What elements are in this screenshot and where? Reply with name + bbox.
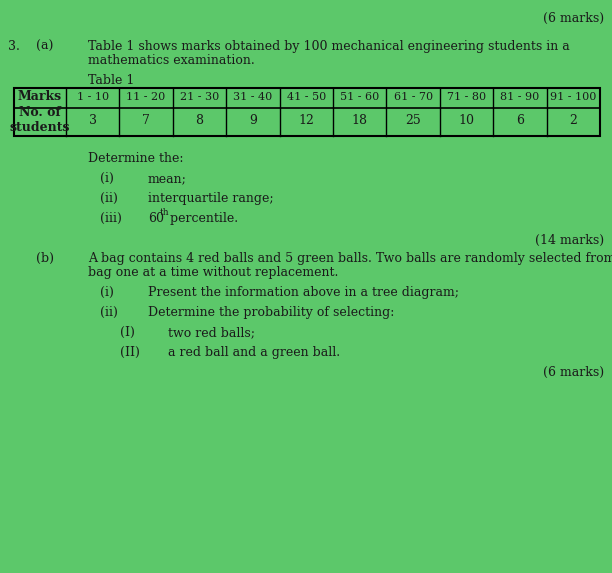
Text: (II): (II)	[120, 346, 140, 359]
Text: 51 - 60: 51 - 60	[340, 92, 379, 102]
Text: mean;: mean;	[148, 172, 187, 185]
Text: A bag contains 4 red balls and 5 green balls. Two balls are randomly selected fr: A bag contains 4 red balls and 5 green b…	[88, 252, 612, 265]
Text: 41 - 50: 41 - 50	[286, 92, 326, 102]
Text: Marks: Marks	[18, 91, 62, 104]
Text: (6 marks): (6 marks)	[543, 366, 604, 379]
Text: 21 - 30: 21 - 30	[180, 92, 219, 102]
Text: (i): (i)	[100, 286, 114, 299]
Text: (I): (I)	[120, 326, 135, 339]
Text: 3: 3	[89, 113, 97, 127]
Text: Determine the:: Determine the:	[88, 152, 184, 165]
Text: Determine the probability of selecting:: Determine the probability of selecting:	[148, 306, 394, 319]
Text: mathematics examination.: mathematics examination.	[88, 54, 255, 67]
Text: (ii): (ii)	[100, 192, 118, 205]
Text: 12: 12	[299, 113, 314, 127]
Text: (6 marks): (6 marks)	[543, 12, 604, 25]
Text: (ii): (ii)	[100, 306, 118, 319]
Text: 61 - 70: 61 - 70	[394, 92, 433, 102]
Text: 81 - 90: 81 - 90	[500, 92, 540, 102]
Text: (14 marks): (14 marks)	[535, 234, 604, 247]
Text: (a): (a)	[36, 40, 53, 53]
Text: 91 - 100: 91 - 100	[550, 92, 597, 102]
Text: 31 - 40: 31 - 40	[233, 92, 272, 102]
Text: 1 - 10: 1 - 10	[76, 92, 109, 102]
Text: two red balls;: two red balls;	[168, 326, 255, 339]
Text: 60: 60	[148, 212, 164, 225]
Text: 71 - 80: 71 - 80	[447, 92, 486, 102]
Text: 10: 10	[458, 113, 474, 127]
Text: (i): (i)	[100, 172, 114, 185]
Text: bag one at a time without replacement.: bag one at a time without replacement.	[88, 266, 338, 279]
Text: 2: 2	[569, 113, 577, 127]
Text: 9: 9	[249, 113, 257, 127]
Text: 18: 18	[352, 113, 368, 127]
Text: Table 1: Table 1	[88, 74, 135, 87]
Text: 7: 7	[142, 113, 150, 127]
Bar	[14, 88, 600, 136]
Text: (iii): (iii)	[100, 212, 122, 225]
Text: th: th	[160, 208, 170, 217]
Text: No. of
students: No. of students	[10, 106, 70, 134]
Text: 8: 8	[195, 113, 204, 127]
Text: (b): (b)	[36, 252, 54, 265]
Text: a red ball and a green ball.: a red ball and a green ball.	[168, 346, 340, 359]
Text: percentile.: percentile.	[166, 212, 238, 225]
Text: Present the information above in a tree diagram;: Present the information above in a tree …	[148, 286, 459, 299]
Text: interquartile range;: interquartile range;	[148, 192, 274, 205]
Text: Table 1 shows marks obtained by 100 mechanical engineering students in a: Table 1 shows marks obtained by 100 mech…	[88, 40, 570, 53]
Text: 11 - 20: 11 - 20	[127, 92, 166, 102]
Text: 3.: 3.	[8, 40, 20, 53]
Text: 6: 6	[516, 113, 524, 127]
Text: 25: 25	[405, 113, 421, 127]
